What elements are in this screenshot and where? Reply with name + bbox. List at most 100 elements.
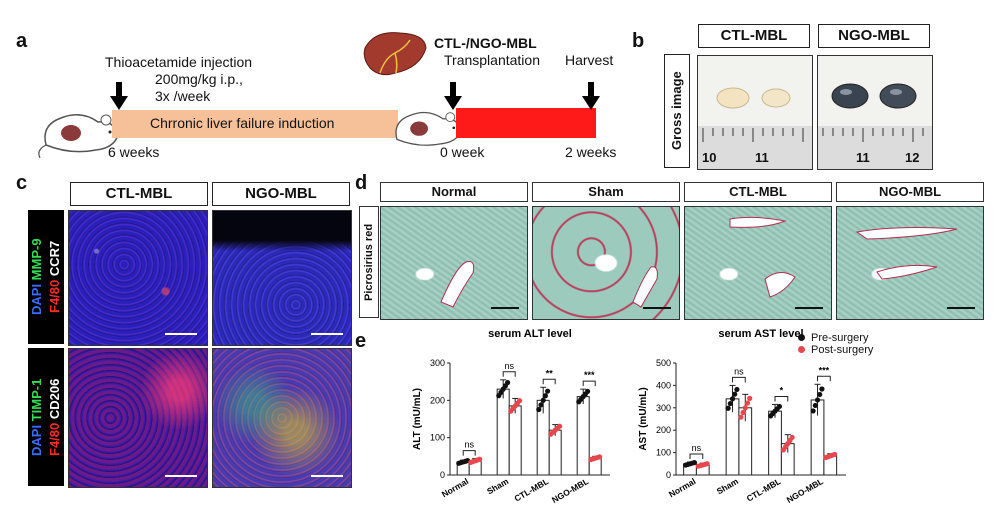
mouse-icon (38, 114, 119, 159)
data-point (817, 391, 823, 398)
y-axis-label: AST (mU/mL) (638, 387, 649, 450)
data-point (744, 400, 751, 406)
histo-header-ctl: CTL-MBL (684, 182, 832, 202)
mouse-icon (395, 111, 462, 146)
y-axis-label: ALT (mU/mL) (412, 388, 423, 450)
treatment-bar (456, 108, 596, 138)
induction-label: Chrronic liver failure induction (150, 115, 335, 131)
histo-image-ngo (836, 206, 984, 320)
data-point (505, 380, 511, 386)
y-tick-label: 300 (430, 358, 445, 368)
data-point (517, 398, 523, 404)
significance-bracket (732, 376, 746, 383)
data-point (789, 434, 795, 440)
data-point (542, 393, 548, 399)
injection-title: Thioacetamide injection (105, 54, 253, 70)
induction-bar (112, 110, 398, 138)
histo-header-normal: Normal (380, 182, 528, 202)
chart-title: serum AST level (718, 328, 803, 340)
gross-image-ctl (697, 55, 813, 170)
transplant-title: CTL-/NGO-MBL (434, 35, 537, 51)
data-point (540, 397, 546, 403)
data-point (477, 456, 483, 462)
ast-chart: serum AST level 0 100 200 300 400 500 AST (mU/m… (638, 328, 846, 505)
histo-header-ngo: NGO-MBL (836, 182, 984, 202)
ruler-label: 11 (856, 150, 870, 165)
data-point (727, 400, 733, 407)
histo-header-sham: Sham (532, 182, 680, 202)
data-point (812, 402, 818, 409)
stain-cd206: CD206 (47, 378, 62, 419)
data-point (545, 388, 551, 394)
arrow-down-icon (444, 82, 462, 110)
stain-ccr7: CCR7 (47, 240, 62, 277)
category-label: CTL-MBL (512, 476, 550, 504)
stain-f480: F4/80 (47, 279, 62, 314)
significance-label: ns (692, 443, 702, 453)
liver-icon (363, 32, 427, 76)
data-point (585, 388, 591, 394)
data-point (819, 386, 825, 392)
if-image-ctl-row2 (68, 348, 208, 488)
ruler-label: 12 (905, 150, 920, 165)
arrow-down-icon (582, 82, 600, 110)
chart-title: serum ALT level (488, 328, 572, 340)
bar (496, 388, 510, 476)
category-label: Sham (715, 476, 740, 496)
arrow-down-icon (110, 82, 128, 110)
panel-label-e: e (355, 330, 367, 352)
time-zero: 0 week (440, 144, 485, 160)
time-start: 6 weeks (108, 144, 160, 160)
legend-item-post: Post-surgery (798, 344, 873, 356)
if-header-ctl: CTL-MBL (70, 182, 208, 206)
category-label: CTL-MBL (745, 476, 783, 504)
significance-bracket (689, 453, 704, 460)
legend-item-pre: Pre-surgery (798, 332, 873, 344)
injection-frequency: 3x /week (155, 88, 211, 104)
y-tick-label: 200 (656, 425, 671, 435)
legend: Pre-surgery Post-surgery (798, 332, 873, 356)
significance-label: ns (504, 361, 514, 371)
gross-image-ngo (817, 55, 933, 170)
significance-label: * (780, 385, 784, 395)
if-row2-label: DAPI TIMP-1 F4/80 CD206 (28, 348, 64, 486)
category-label: NGO-MBL (550, 476, 590, 505)
bar (768, 410, 782, 476)
stain-f480: F4/80 (47, 422, 62, 456)
panel-label-d: d (355, 172, 368, 194)
significance-label: ns (734, 366, 744, 376)
injection-dose: 200mg/kg i.p., (155, 71, 243, 87)
stain-timp1: TIMP-1 (29, 378, 44, 421)
panel-label-b: b (632, 30, 645, 52)
bar (576, 396, 590, 476)
stain-mmp9: MMP-9 (29, 238, 44, 281)
significance-bracket (542, 378, 556, 385)
data-point (742, 405, 748, 411)
ruler-label: 10 (702, 150, 717, 165)
data-point (734, 386, 740, 393)
bar (508, 405, 522, 476)
y-tick-label: 100 (656, 448, 671, 458)
y-tick-label: 100 (430, 433, 445, 443)
panel-a-timeline: Thioacetamide injection 200mg/kg i.p., 3… (30, 32, 630, 170)
data-point (729, 396, 736, 402)
category-label: Sham (485, 476, 510, 496)
stain-dapi: DAPI (29, 284, 44, 316)
histo-image-ctl (684, 206, 832, 320)
gross-header-ngo: NGO-MBL (818, 24, 930, 48)
bar (548, 429, 562, 476)
data-point (557, 423, 563, 429)
data-point (597, 454, 603, 460)
stain-dapi: DAPI (29, 424, 44, 456)
data-point (691, 459, 698, 466)
data-point (814, 397, 821, 403)
significance-label: ns (464, 440, 474, 450)
if-image-ngo-row1 (212, 210, 352, 346)
significance-bracket (582, 380, 596, 387)
significance-bracket (462, 450, 476, 456)
category-label: NGO-MBL (785, 476, 825, 505)
data-point (747, 395, 753, 401)
data-point (538, 402, 544, 408)
significance-label: *** (819, 365, 830, 375)
